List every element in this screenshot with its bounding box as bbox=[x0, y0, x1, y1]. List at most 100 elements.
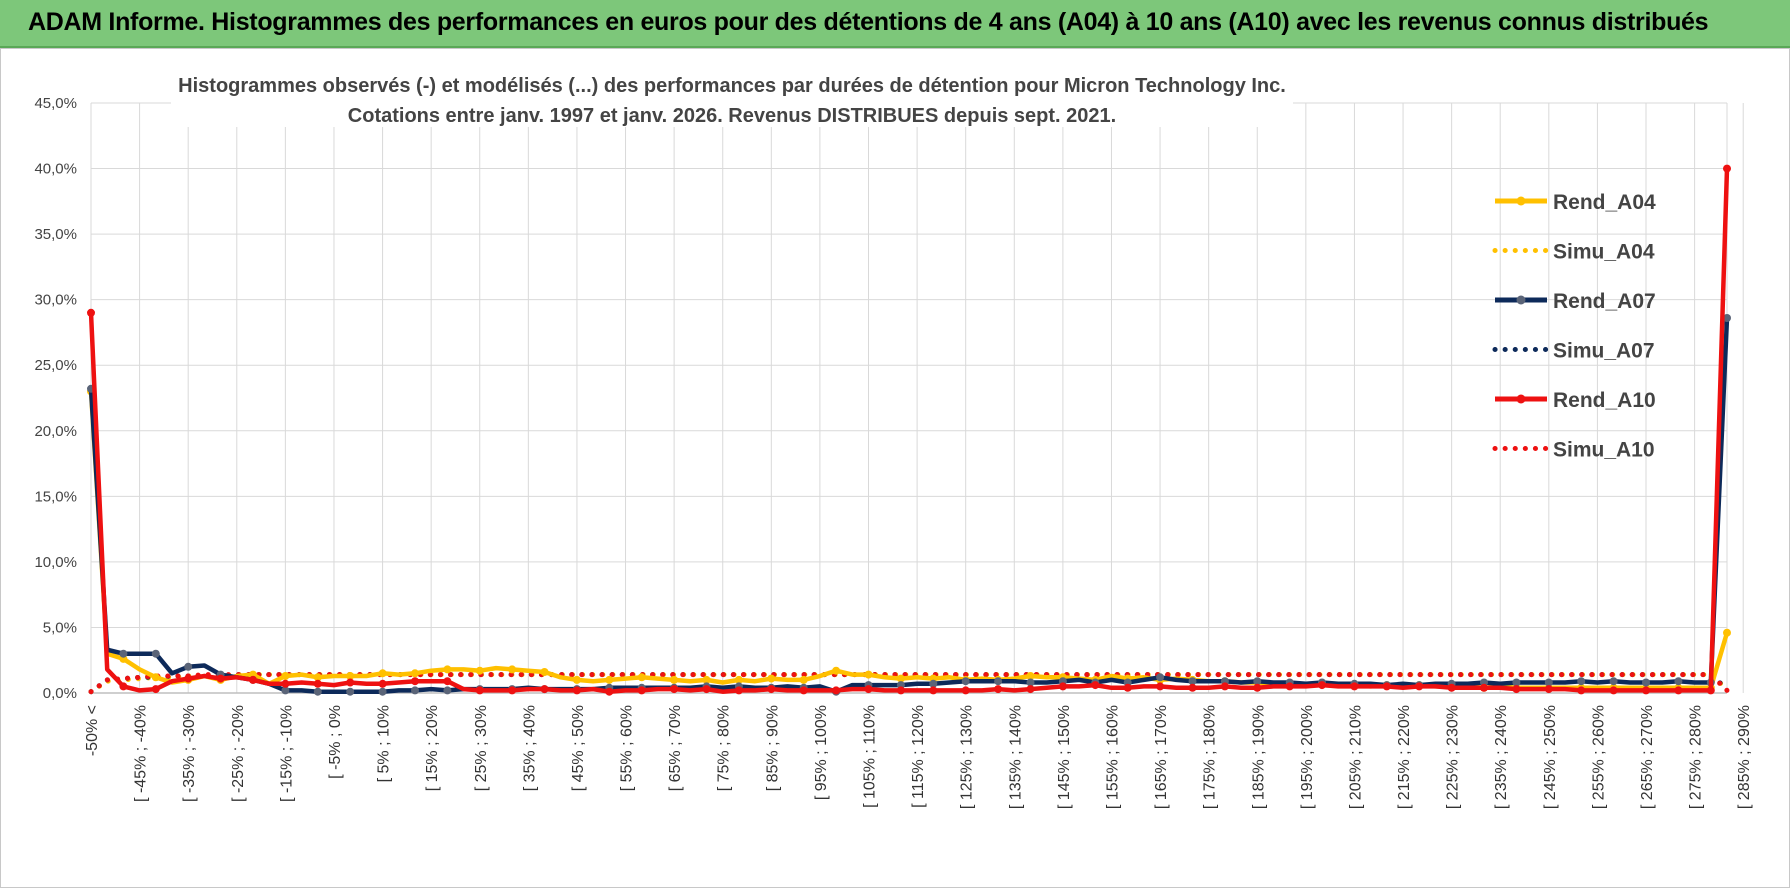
x-tick-label: [ 75% ; 80% bbox=[716, 705, 733, 791]
data-point bbox=[1253, 677, 1262, 686]
y-tick-label: 45,0% bbox=[34, 95, 77, 112]
data-point bbox=[151, 673, 160, 682]
x-tick-label: [ 225% ; 230% bbox=[1445, 705, 1462, 809]
x-tick-label: [ 65% ; 70% bbox=[667, 705, 684, 791]
data-point bbox=[896, 686, 905, 695]
data-point bbox=[832, 686, 841, 695]
data-point bbox=[411, 677, 419, 686]
data-point bbox=[1723, 628, 1731, 637]
data-point bbox=[151, 685, 160, 694]
data-point bbox=[1318, 681, 1326, 690]
x-tick-label: [ 45% ; 50% bbox=[570, 705, 587, 791]
x-tick-label: -50% < bbox=[84, 705, 101, 756]
performance-histogram-chart: 0,0% 5,0% 10,0% 15,0% 20,0% 25,0% 30,0% 35,0% 40… bbox=[34, 59, 1753, 809]
data-point bbox=[572, 675, 581, 684]
x-tick-label: [ 255% ; 260% bbox=[1590, 705, 1607, 809]
y-tick-label: 30,0% bbox=[34, 292, 77, 309]
data-point bbox=[540, 685, 549, 694]
data-point bbox=[702, 675, 711, 684]
x-tick-label: [ 155% ; 160% bbox=[1104, 705, 1121, 809]
data-point bbox=[184, 662, 193, 671]
data-point bbox=[1642, 686, 1650, 695]
data-point bbox=[87, 308, 95, 317]
x-tick-label: [ -5% ; 0% bbox=[327, 705, 344, 779]
data-point bbox=[637, 686, 646, 695]
data-point bbox=[281, 686, 290, 695]
data-point bbox=[702, 685, 711, 694]
y-tick-label: 0,0% bbox=[43, 685, 77, 702]
data-point bbox=[313, 673, 322, 682]
x-tick-label: [ 165% ; 170% bbox=[1153, 705, 1170, 809]
x-tick-label: [ 35% ; 40% bbox=[521, 705, 538, 791]
x-tick-label: [ 25% ; 30% bbox=[473, 705, 490, 791]
data-point bbox=[508, 686, 517, 695]
x-tick-label: [ 285% ; 290% bbox=[1736, 705, 1753, 809]
data-point bbox=[734, 675, 743, 684]
data-point bbox=[605, 687, 614, 696]
data-point bbox=[249, 675, 257, 684]
data-point bbox=[1350, 682, 1359, 691]
x-tick-label: [ 125% ; 130% bbox=[959, 705, 976, 809]
y-axis-ticks: 0,0% 5,0% 10,0% 15,0% 20,0% 25,0% 30,0% 35,0% 40… bbox=[34, 95, 77, 702]
data-point bbox=[1220, 682, 1229, 691]
x-tick-label: [ 275% ; 280% bbox=[1688, 705, 1705, 809]
data-point bbox=[670, 685, 679, 694]
data-point bbox=[605, 675, 614, 684]
y-tick-label: 5,0% bbox=[43, 619, 77, 636]
data-point bbox=[994, 677, 1003, 686]
chart-series bbox=[87, 164, 1731, 696]
series-line-rend_a07 bbox=[88, 317, 1730, 694]
data-point bbox=[443, 665, 452, 674]
data-point bbox=[1285, 682, 1294, 691]
data-point bbox=[734, 686, 743, 695]
data-point bbox=[832, 666, 841, 675]
chart-grid bbox=[90, 102, 1744, 694]
data-point bbox=[1674, 677, 1683, 686]
data-point bbox=[1674, 686, 1683, 695]
x-tick-label: [ 135% ; 140% bbox=[1007, 705, 1024, 809]
data-point bbox=[1447, 683, 1456, 692]
series-line-rend_a04 bbox=[88, 391, 1730, 691]
data-point bbox=[767, 685, 776, 694]
y-tick-label: 15,0% bbox=[34, 488, 77, 505]
x-tick-label: [ 115% ; 120% bbox=[910, 705, 927, 808]
data-point bbox=[119, 682, 128, 691]
x-tick-label: [ -25% ; -20% bbox=[230, 705, 247, 802]
data-point bbox=[1026, 685, 1035, 694]
series-line-rend_a10 bbox=[88, 168, 1730, 694]
data-point bbox=[1609, 677, 1618, 686]
report-header: ADAM Informe. Histogrammes des performan… bbox=[0, 0, 1790, 48]
data-point bbox=[1026, 678, 1035, 687]
x-tick-label: [ 15% ; 20% bbox=[424, 705, 441, 791]
data-point bbox=[313, 687, 322, 696]
data-point bbox=[1156, 673, 1165, 682]
data-point bbox=[864, 670, 873, 679]
chart-title-box: Histogrammes observés (-) et modélisés (… bbox=[171, 59, 1293, 127]
legend-marker bbox=[1516, 196, 1526, 206]
data-point bbox=[378, 669, 387, 678]
data-point bbox=[1382, 682, 1391, 691]
data-point bbox=[411, 686, 419, 695]
data-point bbox=[346, 678, 355, 687]
data-point bbox=[670, 675, 679, 684]
x-tick-label: [ -45% ; -40% bbox=[133, 705, 150, 802]
legend-label: Simu_A04 bbox=[1553, 241, 1655, 264]
legend-label: Rend_A10 bbox=[1553, 389, 1656, 412]
data-point bbox=[281, 672, 290, 680]
data-point bbox=[411, 669, 419, 678]
legend-label: Rend_A07 bbox=[1553, 290, 1656, 313]
data-point bbox=[1723, 314, 1731, 322]
chart-frame: 0,0% 5,0% 10,0% 15,0% 20,0% 25,0% 30,0% 35,0% 40… bbox=[0, 48, 1790, 888]
data-point bbox=[151, 649, 160, 658]
data-point bbox=[637, 673, 646, 682]
data-point bbox=[994, 685, 1003, 694]
x-tick-label: [ -15% ; -10% bbox=[278, 705, 295, 802]
data-point bbox=[475, 666, 484, 675]
data-point bbox=[1480, 683, 1488, 692]
data-point bbox=[767, 674, 776, 683]
data-point bbox=[1723, 164, 1731, 173]
y-tick-label: 20,0% bbox=[34, 423, 77, 440]
x-tick-label: [ 215% ; 220% bbox=[1396, 705, 1413, 809]
x-tick-label: [ 265% ; 270% bbox=[1639, 705, 1656, 809]
data-point bbox=[508, 665, 517, 674]
